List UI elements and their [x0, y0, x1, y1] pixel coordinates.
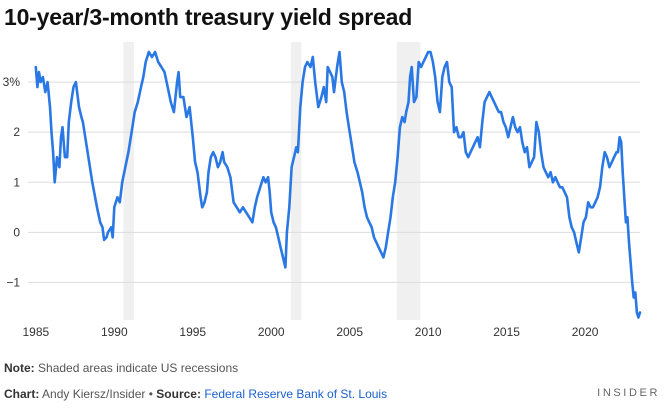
- y-tick-label: 0: [13, 225, 20, 239]
- series-layer: [34, 50, 642, 319]
- series-line-1: [34, 50, 642, 319]
- chart-author: Andy Kiersz/Insider: [42, 387, 146, 401]
- recession-note: Note: Shaded areas indicate US recession…: [4, 361, 238, 375]
- chart-title: 10-year/3-month treasury yield spread: [4, 4, 413, 30]
- credit-separator: •: [148, 387, 153, 401]
- x-tick-label: 1995: [179, 325, 206, 339]
- x-tick-label: 2015: [493, 325, 520, 339]
- recession-band-1: [123, 42, 134, 320]
- x-tick-label: 2000: [258, 325, 285, 339]
- insider-logo: INSIDER: [597, 387, 660, 399]
- x-tick-label: 2005: [336, 325, 363, 339]
- recession-bands: [123, 42, 421, 320]
- x-tick-label: 2020: [572, 325, 599, 339]
- gridlines: [28, 81, 640, 283]
- x-tick-label: 2010: [415, 325, 442, 339]
- x-tick-label: 1990: [101, 325, 128, 339]
- chart-credit-label: Chart:: [4, 387, 40, 401]
- chart-credit: Chart: Andy Kiersz/Insider • Source: Fed…: [4, 387, 387, 401]
- recession-band-3: [396, 42, 421, 320]
- y-tick-label: −1: [6, 275, 20, 289]
- source-link[interactable]: Federal Reserve Bank of St. Louis: [204, 387, 388, 401]
- x-axis: 1985 1990 1995 2000 2005 2010 2015 2020: [22, 325, 598, 339]
- y-tick-label: 2: [13, 125, 20, 139]
- y-axis: 3% 2 1 0 −1: [3, 75, 21, 289]
- source-label: Source:: [156, 387, 201, 401]
- recession-band-2: [290, 42, 302, 320]
- x-tick-label: 1985: [22, 325, 49, 339]
- note-text: Shaded areas indicate US recessions: [38, 361, 239, 375]
- y-tick-label: 3%: [3, 75, 21, 89]
- y-tick-label: 1: [13, 175, 20, 189]
- note-label: Note:: [4, 361, 35, 375]
